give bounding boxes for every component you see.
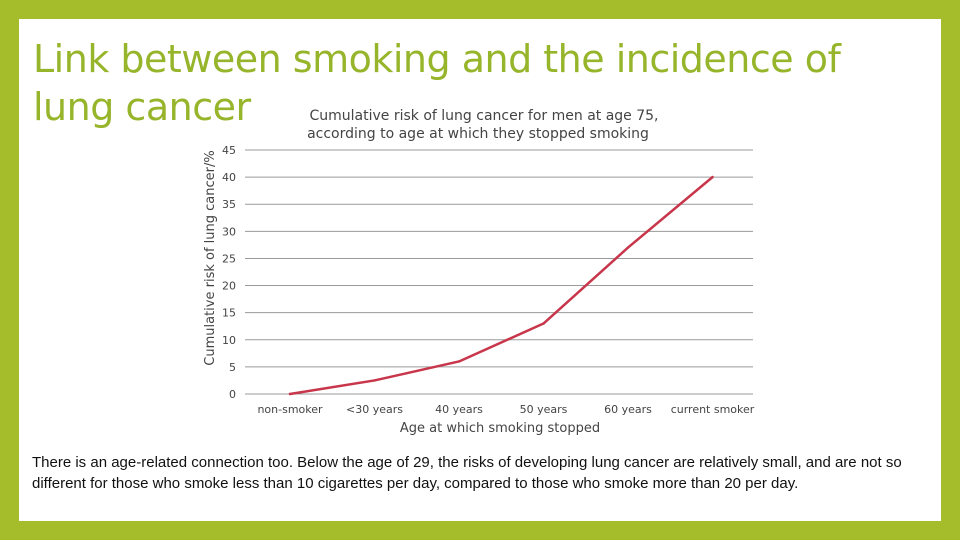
x-tick-label: <30 years <box>346 403 403 416</box>
x-tick-label: 50 years <box>520 403 568 416</box>
y-axis-label: Cumulative risk of lung cancer/% <box>203 150 218 365</box>
x-tick-labels: non-smoker <30 years 40 years 50 years 60 ye… <box>257 403 754 416</box>
x-tick-label: current smoker <box>671 403 755 416</box>
y-tick-label: 40 <box>222 171 236 184</box>
gridlines <box>245 149 753 395</box>
chart-title: Cumulative risk of lung cancer for men a… <box>307 108 658 142</box>
x-tick-label: 60 years <box>604 403 652 416</box>
x-tick-label: 40 years <box>435 403 483 416</box>
data-point <box>542 322 545 325</box>
slide: Link between smoking and the incidence o… <box>19 19 941 521</box>
data-point <box>626 246 630 249</box>
chart-title-line-2: according to age at which they stopped s… <box>307 126 649 142</box>
x-tick-label: non-smoker <box>257 403 323 416</box>
data-point <box>711 175 714 179</box>
y-tick-labels: 0 5 10 15 20 25 30 35 40 45 <box>222 144 236 401</box>
data-series <box>288 175 714 396</box>
slide-body-text: There is an age-related connection too. … <box>32 454 902 492</box>
y-tick-label: 35 <box>222 198 236 211</box>
y-tick-label: 20 <box>222 280 236 293</box>
y-tick-label: 0 <box>229 388 236 401</box>
data-point <box>457 360 461 363</box>
risk-line <box>288 175 714 396</box>
data-point <box>373 379 376 382</box>
data-point <box>288 392 292 396</box>
x-axis-label: Age at which smoking stopped <box>400 421 600 436</box>
slide-title: Link between smoking and the incidence o… <box>33 37 841 129</box>
y-tick-label: 15 <box>222 307 236 320</box>
chart-title-line-1: Cumulative risk of lung cancer for men a… <box>309 108 658 124</box>
y-tick-label: 25 <box>222 252 236 265</box>
y-tick-label: 10 <box>222 334 236 347</box>
y-tick-label: 30 <box>222 225 236 238</box>
y-tick-label: 5 <box>229 361 236 374</box>
y-tick-label: 45 <box>222 144 236 157</box>
